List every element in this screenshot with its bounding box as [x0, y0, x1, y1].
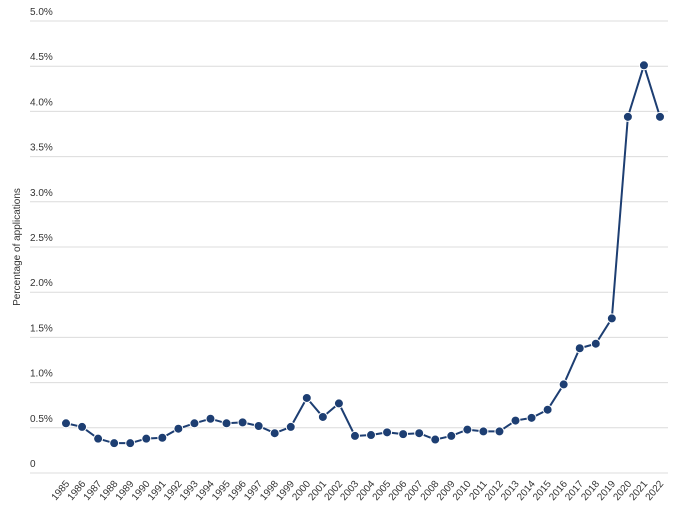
data-point [638, 60, 649, 71]
data-point [317, 411, 328, 422]
data-line [65, 61, 661, 445]
y-tick-label: 5.0% [30, 7, 53, 18]
y-tick-label: 1.5% [30, 323, 53, 334]
data-point [301, 392, 312, 403]
y-axis-label: Percentage of applications [12, 188, 23, 306]
data-point [606, 313, 617, 324]
data-point [542, 404, 553, 415]
data-point [285, 421, 296, 432]
data-point [141, 433, 152, 444]
data-point [574, 343, 585, 354]
data-point [349, 430, 360, 441]
data-point [526, 412, 537, 423]
data-point [398, 429, 409, 440]
data-point [462, 424, 473, 435]
y-tick-label: 0.5% [30, 414, 53, 425]
data-point [622, 111, 633, 122]
data-point [93, 433, 104, 444]
data-point [382, 427, 393, 438]
data-point [430, 434, 441, 445]
y-tick-label: 4.5% [30, 52, 53, 63]
x-tick-label: 2022 [644, 479, 667, 503]
data-point [77, 421, 88, 432]
data-point [221, 418, 232, 429]
data-point [157, 432, 168, 443]
y-tick-label: 2.5% [30, 233, 53, 244]
data-point [446, 430, 457, 441]
data-point [366, 430, 377, 441]
data-point [494, 426, 505, 437]
data-point [205, 413, 216, 424]
data-point [269, 428, 280, 439]
data-point [237, 417, 248, 428]
data-point [253, 420, 264, 431]
data-point [61, 418, 71, 429]
data-point [125, 438, 136, 449]
data-point [109, 438, 120, 449]
data-point [414, 428, 425, 439]
data-point [510, 415, 521, 426]
data-point [333, 398, 344, 409]
y-tick-label: 2.0% [30, 278, 53, 289]
data-point [590, 338, 601, 349]
y-tick-label: 3.5% [30, 143, 53, 154]
y-tick-label: 4.0% [30, 97, 53, 108]
y-tick-label: 0 [30, 459, 36, 470]
data-point [655, 111, 665, 122]
data-point [173, 423, 184, 434]
data-point [189, 418, 200, 429]
data-point [558, 379, 569, 390]
y-tick-label: 1.0% [30, 369, 53, 380]
data-point [478, 426, 489, 437]
y-tick-label: 3.0% [30, 188, 53, 199]
